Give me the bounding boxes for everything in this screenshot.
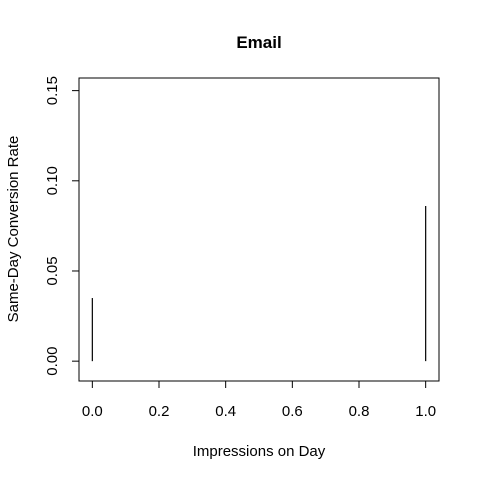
x-tick-label: 0.0: [82, 403, 103, 420]
y-tick-label: 0.00: [44, 347, 61, 376]
plot-frame: [79, 78, 439, 381]
x-axis-label: Impressions on Day: [193, 443, 326, 460]
x-tick-label: 0.6: [282, 403, 303, 420]
y-axis-label: Same-Day Conversion Rate: [5, 136, 22, 323]
data-series: [92, 206, 425, 361]
x-tick-label: 0.8: [349, 403, 370, 420]
chart-title: Email: [236, 33, 281, 52]
x-tick-label: 1.0: [415, 403, 436, 420]
y-tick-label: 0.10: [44, 166, 61, 195]
y-axis: 0.00 0.05 0.10 0.15: [44, 76, 79, 376]
y-tick-label: 0.05: [44, 256, 61, 285]
y-tick-label: 0.15: [44, 76, 61, 105]
x-axis: 0.0 0.2 0.4 0.6 0.8 1.0: [82, 381, 436, 420]
x-tick-label: 0.4: [215, 403, 236, 420]
x-tick-label: 0.2: [149, 403, 170, 420]
